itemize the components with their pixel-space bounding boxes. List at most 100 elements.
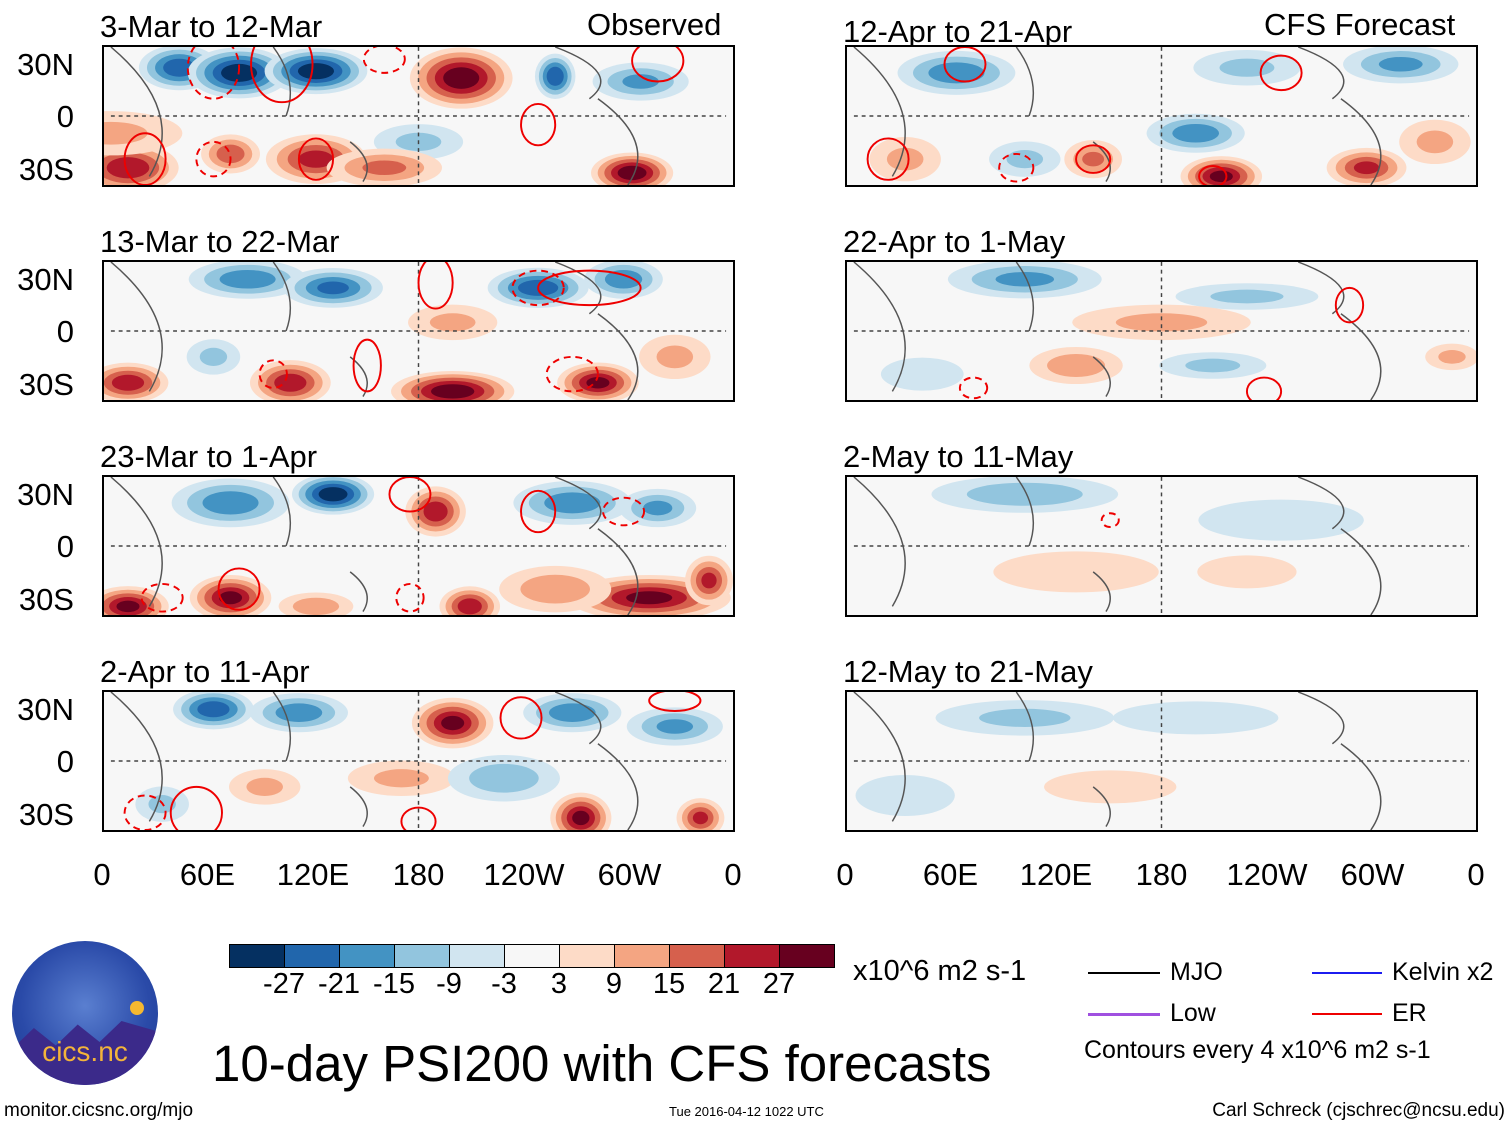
anomaly-contour-fill	[423, 501, 448, 522]
colorbar-swatch	[340, 945, 395, 967]
anomaly-contour-fill	[546, 66, 564, 86]
anomaly-contour-fill	[1115, 313, 1208, 332]
anomaly-contour-fill	[626, 591, 673, 605]
anomaly-contour-fill	[572, 810, 590, 826]
anomaly-contour-fill	[855, 774, 955, 817]
coastline	[110, 262, 163, 392]
legend-er: ER	[1312, 999, 1427, 1028]
legend-low-label: Low	[1170, 999, 1216, 1027]
anomaly-contour-fill	[441, 715, 465, 731]
colorbar-swatch	[285, 945, 340, 967]
panel-title: 22-Apr to 1-May	[843, 224, 1066, 259]
panel-title: 13-Mar to 22-Mar	[100, 224, 340, 259]
colorbar-tick-label: 3	[550, 968, 568, 1000]
er-contour	[186, 47, 241, 100]
anomaly-contour-fill	[643, 500, 673, 516]
lat-label: 0	[56, 529, 74, 564]
colorbar-swatch	[615, 945, 670, 967]
anomaly-contour-fill	[979, 708, 1071, 727]
psi200-map	[102, 45, 735, 187]
coastline	[349, 571, 368, 612]
coastline	[110, 47, 163, 177]
er-contour	[297, 137, 335, 181]
anomaly-contour-fill	[886, 147, 924, 171]
coastline	[554, 477, 602, 530]
anomaly-contour-fill	[656, 345, 694, 369]
anomaly-contour-fill	[292, 597, 340, 615]
er-contour	[866, 137, 910, 181]
psi200-map	[102, 690, 735, 832]
anomaly-contour-fill	[1197, 555, 1297, 589]
psi200-map	[102, 260, 735, 402]
coastline	[554, 262, 602, 315]
anomaly-contour-fill	[202, 491, 259, 515]
coastline	[1015, 47, 1035, 117]
anomaly-contour-fill	[219, 269, 276, 289]
observed-label: Observed	[587, 7, 722, 42]
anomaly-contour-fill	[1047, 353, 1106, 378]
anomaly-contour-fill	[1044, 770, 1177, 804]
lat-label: 30N	[17, 692, 74, 727]
anomaly-contour-fill	[1185, 358, 1241, 373]
colorbar-tick-label: 21	[707, 968, 741, 1000]
anomaly-contour-fill	[106, 157, 150, 179]
er-contour	[1259, 54, 1303, 92]
anomaly-contour-fill	[429, 313, 476, 332]
lat-label: 30S	[18, 797, 74, 832]
anomaly-contour-fill	[520, 574, 590, 604]
er-contour	[395, 582, 425, 613]
colorbar-tick-label: 27	[762, 968, 796, 1000]
colorbar-swatch	[505, 945, 560, 967]
anomaly-contour-fill	[1378, 56, 1423, 72]
er-contour	[362, 47, 406, 74]
lon-label: 0	[724, 857, 742, 892]
er-contour	[140, 582, 184, 613]
anomaly-contour-fill	[692, 811, 709, 825]
er-contour	[499, 696, 543, 740]
er-contour	[123, 794, 167, 830]
colorbar-tick-label: -27	[263, 968, 305, 1000]
footer-url[interactable]: monitor.cicsnc.org/mjo	[4, 1100, 194, 1121]
anomaly-contour-fill	[656, 719, 694, 734]
anomaly-contour-fill	[104, 121, 148, 145]
anomaly-contour-fill	[548, 703, 596, 722]
anomaly-contour-fill	[362, 160, 407, 176]
coastline	[554, 692, 602, 745]
coastline	[1015, 262, 1035, 332]
er-contour	[545, 355, 599, 393]
lat-label: 30N	[17, 477, 74, 512]
coastline	[272, 262, 292, 332]
colorbar-units: x10^6 m2 s-1	[853, 955, 1027, 987]
anomaly-contour-fill	[297, 63, 335, 80]
anomaly-contour-fill	[1353, 161, 1380, 175]
psi200-map	[845, 45, 1478, 187]
colorbar	[229, 944, 835, 968]
colorbar-tick-label: 15	[652, 968, 686, 1000]
footer-author: Carl Schreck (cjschrec@ncsu.edu)	[1212, 1100, 1505, 1121]
anomaly-contour-fill	[966, 482, 1083, 506]
cfs-forecast-label: CFS Forecast	[1264, 7, 1456, 42]
anomaly-contour-fill	[1198, 499, 1364, 541]
lon-label: 60W	[597, 857, 662, 892]
lon-label: 120E	[1019, 857, 1093, 892]
legend-low: Low	[1088, 999, 1216, 1028]
lon-label: 60E	[179, 857, 236, 892]
anomaly-contour-fill	[218, 591, 243, 605]
lat-label: 30S	[18, 152, 74, 187]
coastline	[853, 692, 906, 822]
lat-label: 30S	[18, 582, 74, 617]
colorbar-tick-label: -21	[318, 968, 360, 1000]
coastline	[1297, 692, 1345, 745]
er-contour	[520, 102, 557, 147]
coastline	[597, 313, 639, 400]
colorbar-swatch	[450, 945, 505, 967]
anomaly-contour-fill	[1210, 289, 1284, 304]
colorbar-swatch	[670, 945, 725, 967]
lon-label: 120W	[1226, 857, 1308, 892]
anomaly-contour-fill	[995, 271, 1055, 287]
coastline	[853, 477, 906, 607]
anomaly-contour-fill	[1006, 150, 1044, 169]
er-contour	[417, 262, 454, 310]
anomaly-contour-fill	[1438, 350, 1466, 364]
coastline	[1297, 477, 1345, 530]
